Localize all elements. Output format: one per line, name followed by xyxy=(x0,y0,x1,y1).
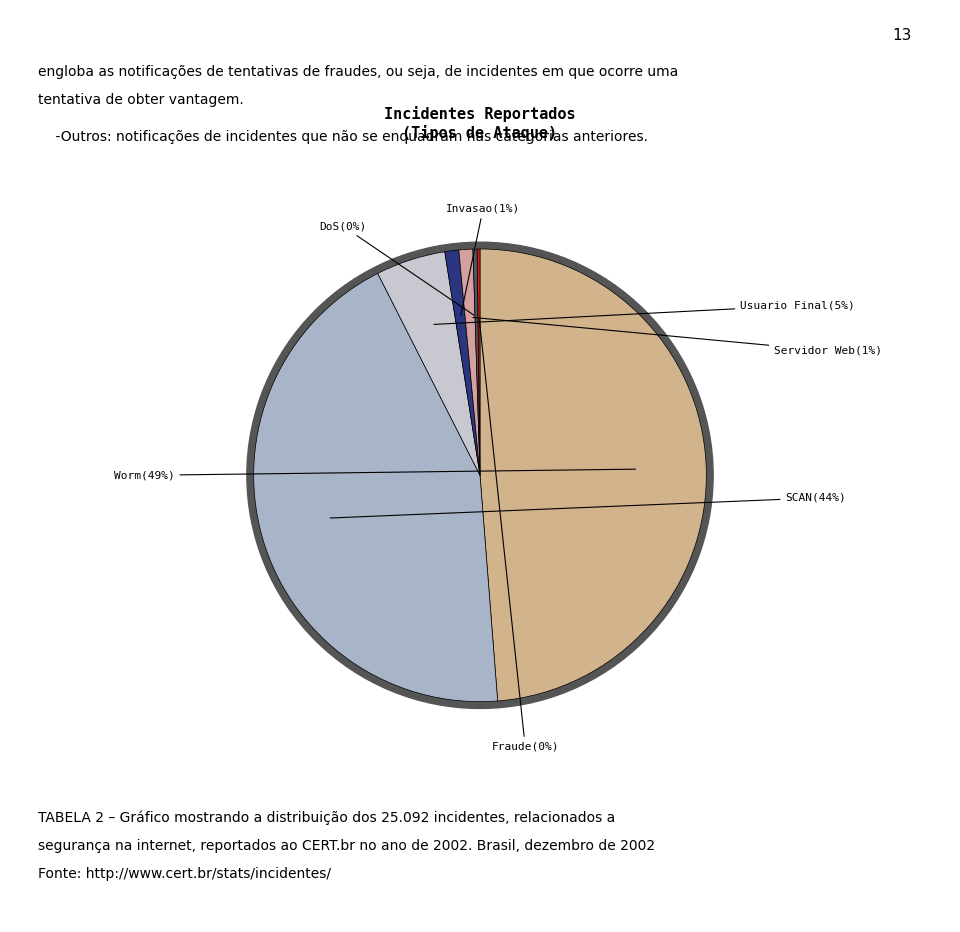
Wedge shape xyxy=(473,249,480,475)
Circle shape xyxy=(247,242,713,708)
Text: Fonte: http://www.cert.br/stats/incidentes/: Fonte: http://www.cert.br/stats/incident… xyxy=(38,867,331,881)
Text: Invasao(1%): Invasao(1%) xyxy=(446,203,520,315)
Wedge shape xyxy=(459,249,480,475)
Text: Fraude(0%): Fraude(0%) xyxy=(479,320,559,752)
Text: tentativa de obter vantagem.: tentativa de obter vantagem. xyxy=(38,93,244,107)
Text: Servidor Web(1%): Servidor Web(1%) xyxy=(473,318,882,356)
Text: Worm(49%): Worm(49%) xyxy=(113,469,636,480)
Text: 13: 13 xyxy=(893,28,912,43)
Text: SCAN(44%): SCAN(44%) xyxy=(330,493,847,518)
Wedge shape xyxy=(480,249,707,701)
Text: segurança na internet, reportados ao CERT.br no ano de 2002. Brasil, dezembro de: segurança na internet, reportados ao CER… xyxy=(38,839,656,853)
Text: TABELA 2 – Gráfico mostrando a distribuição dos 25.092 incidentes, relacionados : TABELA 2 – Gráfico mostrando a distribui… xyxy=(38,811,615,826)
Text: -Outros: notificações de incidentes que não se enquadram nas categorias anterior: -Outros: notificações de incidentes que … xyxy=(38,130,648,144)
Wedge shape xyxy=(477,249,480,475)
Text: engloba as notificações de tentativas de fraudes, ou seja, de incidentes em que : engloba as notificações de tentativas de… xyxy=(38,65,679,79)
Wedge shape xyxy=(444,250,480,475)
Title: Incidentes Reportados
(Tipos de Ataque): Incidentes Reportados (Tipos de Ataque) xyxy=(384,106,576,141)
Wedge shape xyxy=(253,273,497,702)
Wedge shape xyxy=(377,252,480,475)
Text: Usuario Final(5%): Usuario Final(5%) xyxy=(434,300,855,324)
Text: DoS(0%): DoS(0%) xyxy=(320,221,474,315)
